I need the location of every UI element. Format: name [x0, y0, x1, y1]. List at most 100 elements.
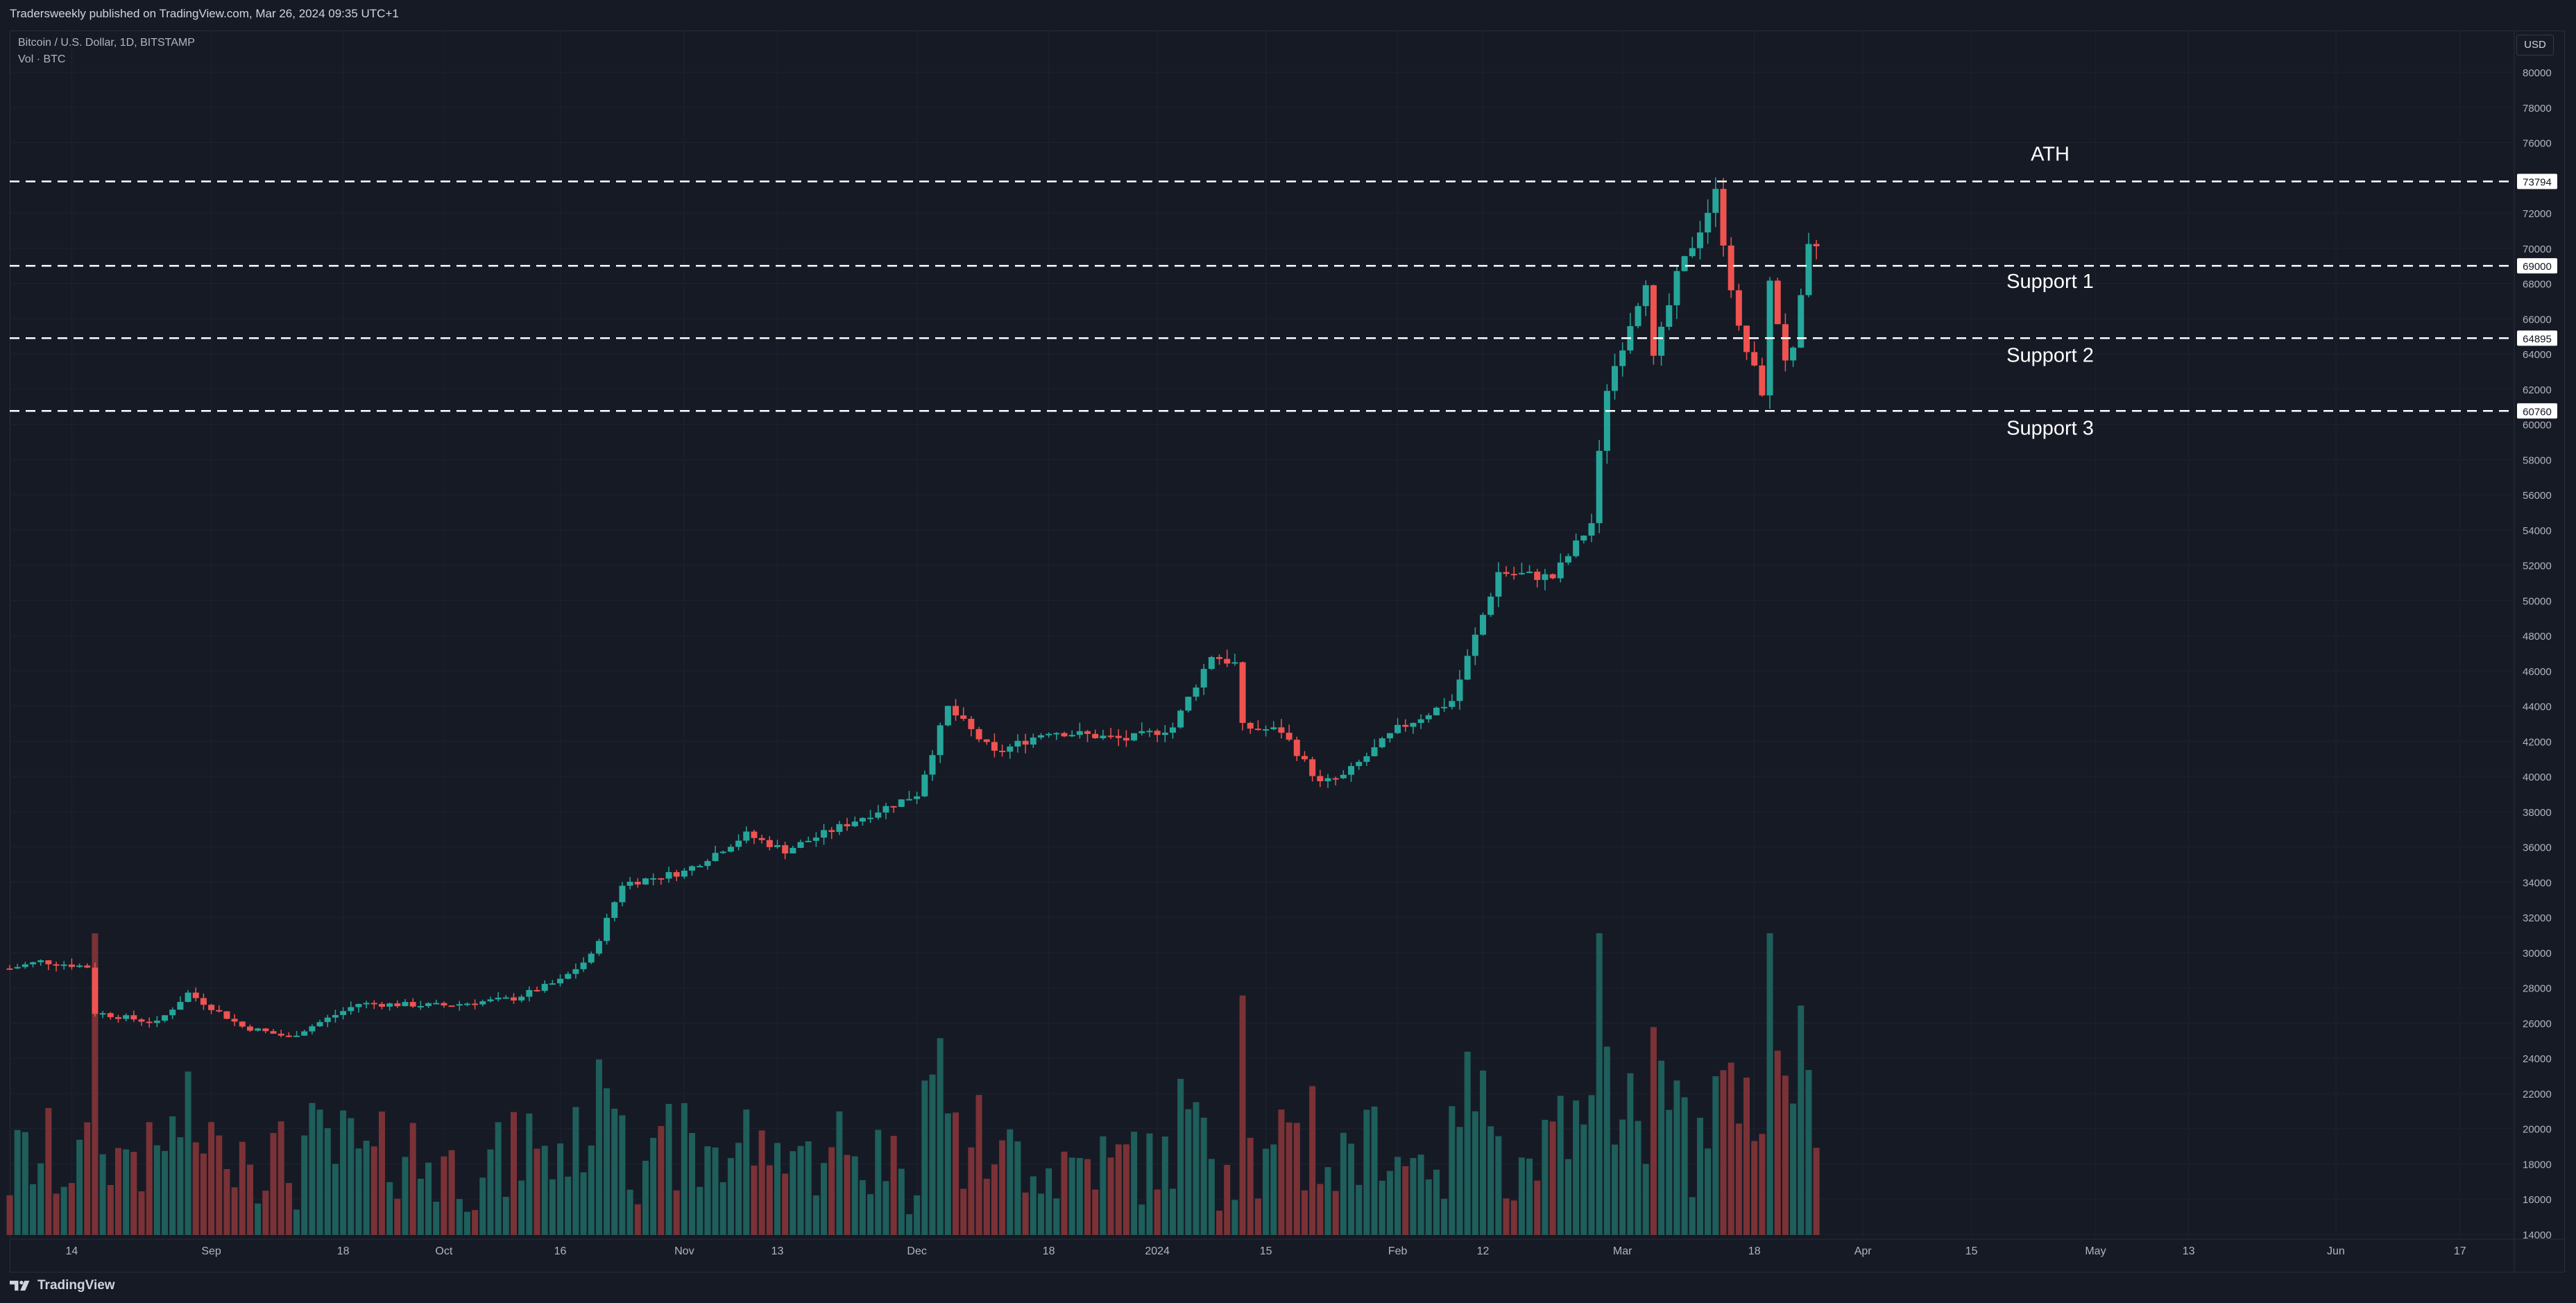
symbol-legend[interactable]: Bitcoin / U.S. Dollar, 1D, BITSTAMP [18, 37, 195, 49]
time-tick-label: 13 [771, 1245, 784, 1257]
horizontal-levels: 73794 ATH 69000 Support 1 64895 Support 2 6076… [10, 144, 2557, 439]
volume-bar [1216, 1210, 1223, 1235]
level-price-label: 73794 [2523, 177, 2552, 189]
candle-body [1278, 727, 1285, 733]
volume-bar [1169, 1189, 1176, 1235]
volume-bar [1666, 1109, 1673, 1235]
price-tick-label: 14000 [2523, 1229, 2552, 1241]
volume-bar [1798, 1005, 1805, 1235]
volume-bar [991, 1164, 998, 1235]
price-tick-label: 40000 [2523, 772, 2552, 783]
candle-body [394, 1003, 401, 1007]
candle-body [14, 966, 21, 969]
volume-bar [898, 1168, 905, 1235]
time-tick-label: 18 [1043, 1245, 1055, 1257]
candle-body [1154, 731, 1161, 735]
candle-body [634, 881, 641, 885]
price-tick-label: 52000 [2523, 561, 2552, 572]
candle-body [1107, 735, 1114, 738]
volume-bar [1278, 1109, 1285, 1235]
currency-button[interactable]: USD [2516, 35, 2554, 56]
time-tick-label: Sep [201, 1245, 221, 1257]
volume-bar [557, 1143, 564, 1235]
candle-body [658, 878, 665, 880]
candle-body [1022, 740, 1029, 745]
volume-bar [875, 1130, 882, 1235]
volume-bar [1100, 1136, 1107, 1235]
volume-bar [1224, 1164, 1231, 1235]
price-tick-label: 70000 [2523, 244, 2552, 255]
candle-body [448, 1005, 455, 1007]
candle-body [130, 1015, 137, 1020]
price-tick-label: 44000 [2523, 701, 2552, 713]
footer [0, 1272, 2576, 1303]
volume-bar [758, 1130, 765, 1235]
volume-bar [123, 1149, 130, 1235]
volume-bar [162, 1150, 169, 1235]
tradingview-logo[interactable]: TradingView [10, 1275, 115, 1296]
candle-body [417, 1005, 424, 1007]
candle-body [1301, 756, 1308, 760]
candle-body [1356, 762, 1363, 767]
candle-body [146, 1021, 153, 1023]
volume-legend[interactable]: Vol · BTC [18, 53, 66, 65]
candle-body [673, 871, 680, 877]
level-price-tag [2517, 258, 2557, 274]
candle-body [1340, 774, 1347, 778]
candle-body [1603, 391, 1610, 451]
candle-body [1743, 325, 1750, 352]
volume-bar [1061, 1151, 1068, 1235]
volume-bar [1239, 995, 1246, 1235]
volume-bar [402, 1157, 409, 1235]
time-tick-label: Apr [1854, 1245, 1873, 1257]
candle-body [1123, 738, 1129, 741]
volume-bar [502, 1197, 509, 1235]
candle-body [270, 1031, 277, 1034]
candle-body [604, 917, 611, 942]
price-tick-label: 26000 [2523, 1018, 2552, 1030]
volume-bar [828, 1147, 835, 1235]
candle-body [1774, 280, 1781, 325]
candle-body [844, 824, 851, 826]
candle-body [1286, 733, 1293, 740]
candle-body [1782, 324, 1789, 361]
level-annotation: ATH [2031, 144, 2070, 166]
time-tick-label: 18 [337, 1245, 350, 1257]
volume-bar [472, 1210, 479, 1235]
candle-body [1092, 733, 1099, 739]
candle-body [1650, 285, 1657, 356]
chart-panel[interactable] [10, 31, 2565, 1272]
volume-bar [727, 1158, 734, 1235]
volume-bar [479, 1177, 486, 1235]
candle-body [1518, 572, 1525, 574]
candle-body [324, 1017, 331, 1023]
volume-bar [1650, 1027, 1657, 1235]
candle-body [1084, 731, 1091, 734]
volume-bar [595, 1059, 602, 1235]
tradingview-logo-icon [10, 1280, 30, 1291]
volume-bar [1007, 1129, 1014, 1235]
volume-bar [929, 1074, 936, 1235]
volume-bar [340, 1110, 347, 1235]
volume-bar [611, 1108, 618, 1235]
volume-bar [867, 1194, 874, 1235]
candle-body [1696, 232, 1703, 248]
volume-bar [565, 1176, 572, 1235]
price-tick-label: 56000 [2523, 490, 2552, 502]
time-tick-label: 2024 [1145, 1245, 1170, 1257]
volume-bar [1363, 1109, 1370, 1235]
candle-body [1193, 687, 1200, 697]
volume-bar [60, 1186, 67, 1235]
candle-body [1449, 701, 1456, 707]
volume-bar [953, 1112, 959, 1235]
candle-body [766, 840, 773, 847]
volume-bar [1107, 1157, 1114, 1235]
volume-bar [169, 1116, 176, 1235]
volume-bar [301, 1135, 308, 1235]
candle-body [1619, 350, 1626, 366]
level-annotation: Support 1 [2006, 271, 2094, 293]
candle-body [1332, 778, 1339, 780]
volume-bar [1549, 1121, 1556, 1235]
candle-body [246, 1026, 253, 1031]
